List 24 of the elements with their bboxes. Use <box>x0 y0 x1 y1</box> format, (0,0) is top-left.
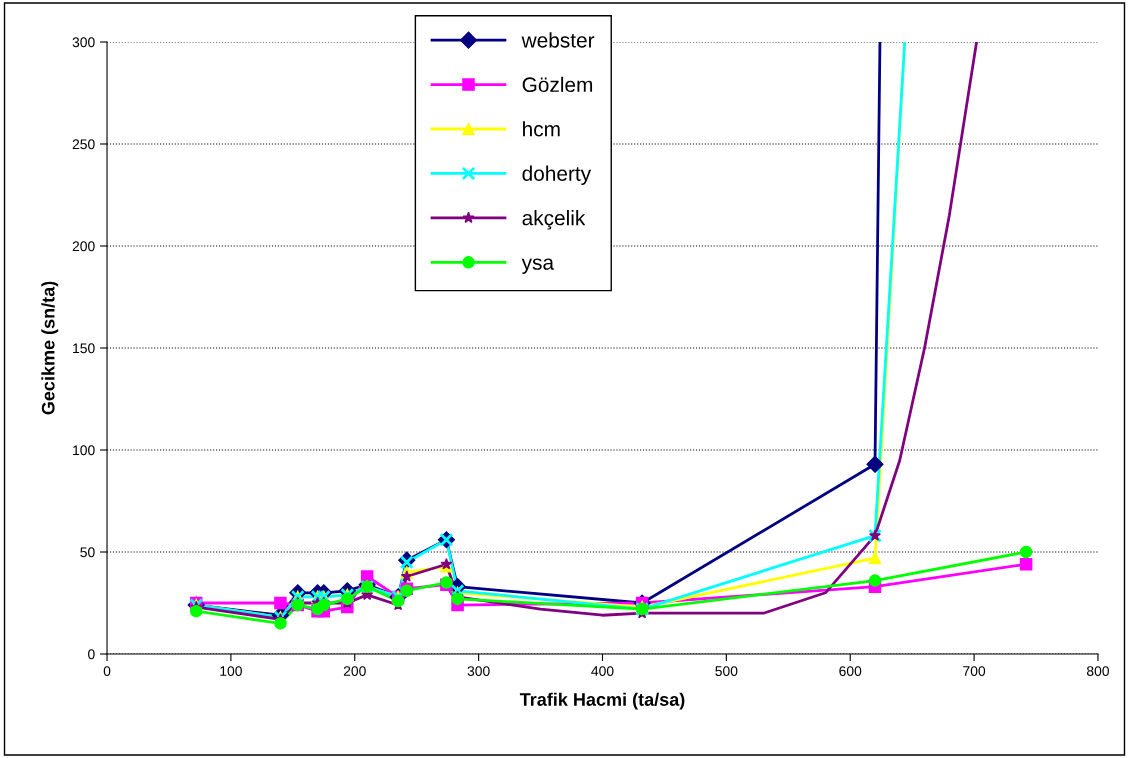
x-tick-label: 0 <box>103 666 111 677</box>
y-tick-label: 0 <box>88 649 95 660</box>
y-axis-title: Gecikme (sn/ta) <box>41 281 59 415</box>
x-tick-label: 300 <box>467 666 490 677</box>
legend-label: ysa <box>521 258 555 274</box>
legend-label: akçelik <box>522 210 586 230</box>
legend-label: hcm <box>523 121 560 137</box>
y-tick-label: 50 <box>80 547 95 558</box>
x-tick-label: 400 <box>591 666 614 677</box>
x-tick-label: 600 <box>839 666 862 677</box>
y-tick-label: 300 <box>72 37 95 48</box>
x-tick-label: 500 <box>715 666 738 677</box>
x-tick-label: 100 <box>220 666 242 677</box>
y-tick-label: 200 <box>72 241 95 252</box>
y-tick-label: 250 <box>72 139 95 150</box>
x-axis-title: Trafik Hacmi (ta/sa) <box>519 692 685 710</box>
legend-label: webster <box>521 32 595 48</box>
y-tick-label: 150 <box>73 343 95 354</box>
legend-label: Gözlem <box>522 76 593 93</box>
x-tick-label: 800 <box>1086 666 1109 677</box>
legend-label: doherty <box>522 165 592 186</box>
x-tick-label: 200 <box>343 666 366 677</box>
x-tick-label: 700 <box>963 666 986 677</box>
y-tick-label: 100 <box>73 445 95 456</box>
